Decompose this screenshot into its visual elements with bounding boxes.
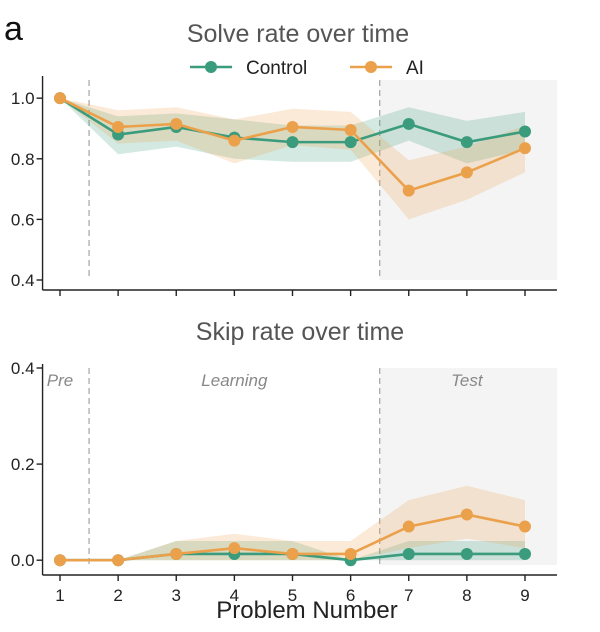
solve-y-tick-label-1: 0.6: [11, 210, 35, 229]
x-tick-label-2: 2: [113, 586, 122, 605]
skip-rate-title: Skip rate over time: [196, 318, 404, 346]
panel-letter: a: [4, 10, 23, 48]
skip-y-tick-label-1: 0.2: [11, 455, 35, 474]
skip-ai-point-1: [54, 554, 66, 567]
skip-ai-point-8: [460, 508, 473, 521]
solve-ai-point-6: [344, 124, 357, 136]
solve-ai-point-4: [228, 134, 241, 147]
phase-label-learning: Learning: [201, 371, 268, 390]
skip-ai-point-5: [286, 547, 299, 560]
phase-label-test: Test: [451, 371, 484, 390]
skip-control-point-8: [460, 547, 473, 560]
x-axis-label: Problem Number: [216, 597, 397, 624]
solve-ai-point-1: [54, 92, 66, 105]
solve-rate-plot-area: 0.4 0.6 0.8 1.0: [11, 76, 557, 296]
skip-rate-chart: Skip rate over time Pre Learning Test 0.0 0.…: [11, 318, 557, 624]
solve-ai-point-7: [402, 184, 415, 197]
x-tick-label-6: 6: [346, 586, 355, 605]
skip-control-point-7: [402, 547, 415, 560]
solve-control-point-6: [344, 136, 357, 149]
solve-ai-point-9: [519, 142, 531, 155]
legend-control-swatch-marker: [205, 61, 217, 73]
legend-ai-label: AI: [406, 58, 424, 79]
solve-y-tick-label-3: 1.0: [11, 89, 35, 108]
x-tick-label-7: 7: [404, 586, 413, 605]
solve-y-tick-label-0: 0.4: [11, 271, 35, 290]
solve-control-point-8: [460, 136, 473, 149]
legend-ai-swatch-marker: [365, 61, 377, 73]
skip-ai-point-4: [228, 542, 241, 555]
skip-y-tick-label-0: 0.0: [11, 551, 35, 570]
phase-label-pre: Pre: [47, 371, 73, 390]
solve-control-point-5: [286, 136, 299, 149]
skip-ai-point-3: [170, 547, 183, 560]
solve-control-point-7: [402, 117, 415, 130]
skip-y-tick-label-2: 0.4: [11, 359, 35, 378]
x-tick-label-8: 8: [462, 586, 471, 605]
solve-ai-point-5: [286, 120, 299, 133]
skip-ai-point-9: [519, 520, 531, 533]
x-tick-label-5: 5: [288, 586, 297, 605]
x-tick-label-9: 9: [520, 586, 529, 605]
solve-ai-point-2: [112, 120, 125, 133]
solve-rate-chart: Solve rate over time Control AI 0.4 0.6 0.8…: [11, 20, 557, 296]
solve-rate-title: Solve rate over time: [187, 20, 409, 48]
legend-control-label: Control: [246, 58, 307, 79]
solve-test-region: [379, 80, 557, 280]
skip-ai-point-7: [402, 520, 415, 533]
solve-ai-point-8: [460, 166, 473, 179]
x-tick-label-3: 3: [172, 586, 181, 605]
skip-ai-point-6: [344, 547, 357, 560]
solve-y-tick-label-2: 0.8: [11, 150, 35, 169]
legend: Control AI: [190, 58, 424, 79]
skip-ai-point-2: [112, 554, 125, 567]
x-tick-label-1: 1: [55, 586, 64, 605]
solve-control-point-9: [519, 125, 531, 138]
solve-ai-point-3: [170, 117, 183, 130]
skip-rate-plot-area: Pre Learning Test 0.0 0.2 0.4 1 2 3 4 5 6 7 8 9: [11, 359, 557, 605]
x-tick-label-4: 4: [230, 586, 239, 605]
skip-control-point-9: [519, 547, 531, 560]
skip-ai-ci-band: [60, 485, 525, 561]
